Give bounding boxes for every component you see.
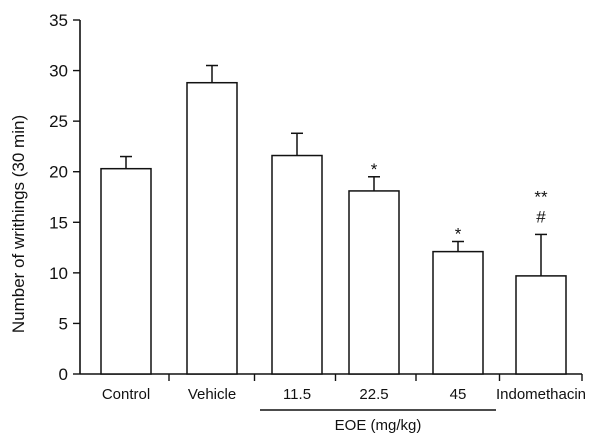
x-tick-label: Control xyxy=(102,386,150,403)
x-axis xyxy=(80,373,583,381)
bar xyxy=(271,154,323,375)
bar xyxy=(100,167,152,375)
bars-group xyxy=(100,81,567,375)
y-axis-title: Number of writhings (30 min) xyxy=(9,115,28,333)
significance-annotations: ****# xyxy=(371,160,548,244)
x-tick-label: 45 xyxy=(450,386,467,403)
bar xyxy=(515,275,567,375)
x-tick-label: 22.5 xyxy=(359,386,388,403)
x-tick-label: 11.5 xyxy=(283,386,311,403)
group-label-text: EOE (mg/kg) xyxy=(335,417,422,434)
group-label: EOE (mg/kg) xyxy=(260,409,496,434)
y-tick-label: 20 xyxy=(49,163,68,182)
significance-mark: * xyxy=(371,160,378,179)
y-tick-label: 5 xyxy=(59,314,68,333)
y-tick-label: 25 xyxy=(49,112,68,131)
significance-mark: * xyxy=(455,225,462,244)
bar xyxy=(186,81,238,375)
y-tick-label: 15 xyxy=(49,213,68,232)
x-tick-label: Vehicle xyxy=(188,386,236,403)
y-tick-label: 10 xyxy=(49,264,68,283)
x-tick-label: Indomethacin xyxy=(496,386,586,403)
y-tick-label: 0 xyxy=(59,365,68,384)
error-bars-group xyxy=(120,64,547,276)
category-labels: Control Vehicle 11.5 22.5 45 Indomethacin xyxy=(102,386,586,403)
bar xyxy=(432,250,484,375)
bar xyxy=(348,190,400,375)
y-axis: 0 5 10 15 20 25 30 35 xyxy=(49,11,81,384)
significance-mark: ** xyxy=(534,187,548,206)
y-tick-label: 35 xyxy=(49,11,68,30)
significance-mark: # xyxy=(536,207,546,226)
y-tick-label: 30 xyxy=(49,62,68,81)
